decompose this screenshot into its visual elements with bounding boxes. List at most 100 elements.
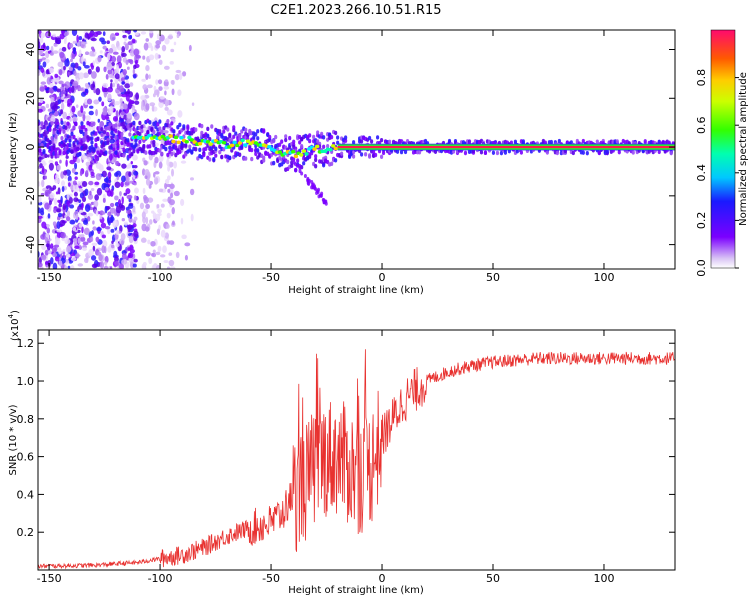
spectrogram-noise-cell	[104, 225, 111, 230]
spectrogram-noise-cell	[38, 69, 41, 77]
spectrogram-halo-cell	[38, 138, 42, 144]
spectrogram-noise-cell	[38, 48, 44, 56]
spectrogram-noise-cell	[148, 257, 153, 265]
spectrogram-noise-cell	[40, 32, 46, 39]
spectrogram-halo-cell	[114, 150, 118, 155]
spectrogram-halo-cell	[395, 149, 400, 154]
spectrogram-halo-cell	[280, 139, 284, 144]
spectrogram-tail-cell	[303, 173, 307, 178]
spectrogram-ridge-cell	[160, 134, 165, 139]
spectrogram-halo-cell	[152, 129, 156, 135]
spectrogram-noise-cell	[121, 218, 126, 222]
spectrogram-noise-cell	[54, 37, 58, 44]
spectrogram-noise-cell	[170, 48, 175, 53]
spectrogram-halo-cell	[499, 150, 504, 156]
spectrogram-noise-cell	[159, 254, 166, 258]
spectrogram-noise-cell	[115, 78, 118, 85]
spectrogram-noise-cell	[121, 163, 127, 169]
spectrogram-halo-cell	[82, 137, 86, 142]
spectrogram-noise-cell	[54, 73, 59, 79]
spectrogram-noise-cell	[126, 112, 132, 119]
spectrogram-halo-cell	[326, 144, 330, 149]
spectrogram-halo-cell	[322, 163, 326, 168]
spectrogram-ridge-cell	[221, 140, 227, 145]
spectrogram-noise-cell	[70, 265, 75, 269]
spectrogram-noise-cell	[71, 30, 78, 37]
spectrogram-noise-cell	[126, 30, 132, 35]
spectrogram-noise-cell	[109, 202, 115, 208]
spectrogram-noise-cell	[82, 111, 86, 115]
spectrogram-noise-cell	[158, 154, 164, 163]
spectrogram-halo-cell	[84, 127, 88, 133]
spectrogram-halo-cell	[146, 129, 150, 135]
spectrogram-noise-cell	[144, 168, 150, 176]
spectrogram-ridge-cell	[176, 140, 181, 145]
spectrogram-noise-cell	[50, 96, 55, 103]
spectrogram-noise-cell	[38, 155, 42, 163]
spectrogram-noise-cell	[86, 98, 93, 105]
spectrogram-halo-cell	[68, 138, 72, 143]
spectrogram-halo-cell	[240, 129, 244, 134]
spectrogram-halo-cell	[66, 121, 70, 126]
spectrogram-noise-cell	[52, 262, 58, 269]
spectrogram-noise-cell	[109, 102, 114, 108]
snr-y-ticks: 0.2 0.4 0.6 0.8 1.0 1.2	[17, 337, 675, 539]
spectrogram-noise-cell	[58, 81, 63, 85]
spectrogram-ridge-cell	[184, 139, 189, 144]
spectrogram-noise-cell	[151, 104, 155, 112]
spectrogram-noise-cell	[115, 160, 120, 167]
spectrogram-halo-cell	[367, 135, 372, 141]
spectrogram-noise-cell	[40, 192, 45, 197]
spectrogram-noise-cell	[125, 188, 131, 195]
spectrogram-noise-cell	[93, 200, 99, 208]
spectrogram-noise-cell	[133, 182, 137, 186]
spectrogram-noise-cell	[114, 172, 119, 177]
spectrogram-ridge-cell	[173, 135, 179, 140]
spectrogram-noise-cell	[53, 76, 60, 83]
spectrogram-halo-cell	[90, 136, 94, 141]
spectrogram-noise-cell	[110, 214, 114, 222]
spectrogram-noise-cell	[95, 88, 101, 96]
spectrogram-halo-cell	[581, 138, 585, 144]
spectrogram-noise-cell	[117, 46, 122, 51]
spectrogram-halo-cell	[403, 149, 408, 155]
spectrogram-noise-cell	[180, 198, 185, 207]
spectrogram-ridge-cell	[277, 150, 283, 154]
spectrogram-noise-cell	[95, 236, 100, 243]
spectrogram-noise-cell	[181, 234, 187, 240]
spectrogram-noise-cell	[156, 89, 160, 98]
spectrogram-halo-cell	[112, 146, 116, 152]
spectrogram-halo-cell	[110, 130, 114, 136]
spectrogram-halo-cell	[40, 142, 44, 148]
spectrogram-noise-cell	[175, 251, 180, 259]
spectrogram-noise-cell	[103, 261, 108, 266]
spectrogram-noise-cell	[103, 66, 107, 73]
spectrogram-noise-cell	[40, 81, 47, 85]
spectrogram-noise-cell	[82, 196, 87, 203]
spectrogram-halo-cell	[379, 154, 384, 159]
spectrogram-noise-cell	[145, 178, 151, 186]
spectrogram-noise-cell	[74, 162, 78, 170]
spectrogram-halo-cell	[114, 135, 118, 140]
spectrogram-halo-cell	[50, 135, 54, 141]
spectrogram-noise-cell	[47, 213, 51, 219]
spectrogram-noise-cell	[168, 240, 175, 245]
spectrogram-noise-cell	[109, 138, 115, 144]
spectrogram-noise-cell	[190, 213, 194, 222]
spectrogram-noise-cell	[158, 59, 163, 65]
spectrogram-halo-cell	[244, 127, 248, 133]
spectrogram-noise-cell	[162, 198, 168, 202]
spectrogram-ridge-cell	[315, 144, 320, 149]
spectrogram-halo-cell	[114, 128, 118, 133]
spectrogram-halo-cell	[513, 139, 518, 144]
spectrogram-noise-cell	[74, 171, 79, 175]
spectrogram-noise-cell	[112, 51, 119, 55]
spectrogram-noise-cell	[90, 188, 95, 192]
spectrogram-noise-cell	[159, 96, 165, 100]
spectrogram-noise-cell	[168, 259, 175, 267]
spectrogram-noise-cell	[87, 193, 94, 200]
spectrogram-noise-cell	[131, 38, 136, 44]
spectrogram-halo-cell	[134, 142, 138, 148]
spectrogram-noise-cell	[59, 86, 66, 91]
spectrogram-halo-cell	[200, 123, 204, 129]
